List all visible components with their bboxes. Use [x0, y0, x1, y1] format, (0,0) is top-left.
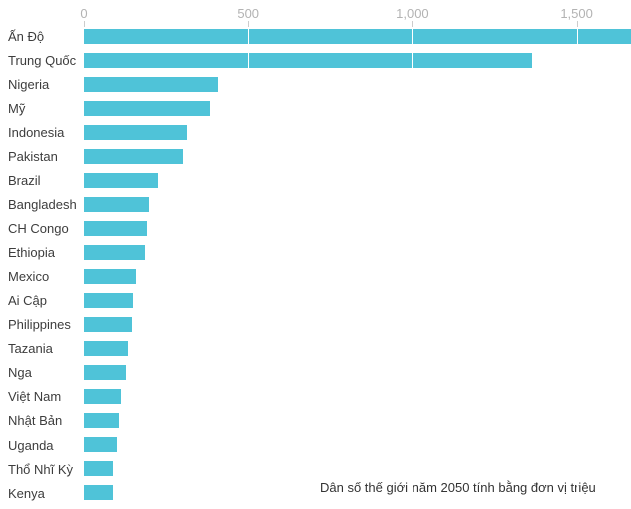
category-label: Nhật Bản — [8, 413, 63, 429]
x-axis-tick-label: 0 — [80, 6, 88, 21]
bar — [84, 340, 129, 356]
x-axis-tick — [84, 21, 85, 27]
bar — [84, 412, 120, 428]
x-axis-tick — [412, 21, 414, 27]
category-label: Ấn Độ — [8, 29, 45, 44]
category-label: Ai Cập — [8, 293, 48, 309]
x-axis-tick — [248, 21, 250, 27]
bar — [84, 220, 148, 236]
category-label: Nigeria — [8, 77, 50, 93]
bar — [84, 76, 218, 92]
bar — [84, 196, 150, 212]
category-label: Việt Nam — [8, 389, 62, 405]
category-label: Pakistan — [8, 149, 58, 165]
bar — [84, 52, 533, 68]
bar — [84, 148, 183, 164]
x-axis-tick-label: 1,000 — [396, 6, 429, 21]
bar — [84, 316, 132, 332]
x-axis-tick-label: 1,500 — [560, 6, 593, 21]
x-axis-tick — [576, 21, 578, 27]
category-label: Kenya — [8, 485, 45, 501]
gridline — [248, 28, 250, 503]
gridline — [576, 28, 578, 503]
category-label: Thổ Nhĩ Kỳ — [8, 461, 74, 477]
bar — [84, 124, 188, 140]
bar — [84, 268, 137, 284]
category-label: Mexico — [8, 269, 50, 285]
bar — [84, 172, 158, 188]
category-label: Bangladesh — [8, 197, 77, 213]
bar — [84, 100, 211, 116]
bar — [84, 364, 126, 380]
category-label: Tazania — [8, 341, 53, 357]
category-label: Indonesia — [8, 125, 65, 141]
bar — [84, 461, 114, 477]
gridline — [412, 28, 414, 503]
bar — [84, 388, 121, 404]
category-label: Brazil — [8, 173, 41, 189]
bar — [84, 485, 113, 501]
x-axis-tick-label: 500 — [237, 6, 260, 21]
category-label: Mỹ — [8, 101, 26, 117]
bar — [84, 28, 631, 44]
bar — [84, 244, 146, 260]
bar — [84, 292, 133, 308]
bar — [84, 437, 117, 452]
chart-caption: Dân số thế giới năm 2050 tính bằng đơn v… — [320, 480, 596, 495]
category-label: Trung Quốc — [8, 53, 77, 69]
category-label: Uganda — [8, 437, 54, 453]
category-label: Ethiopia — [8, 245, 55, 261]
category-label: Philippines — [8, 317, 71, 333]
category-label: CH Congo — [8, 221, 69, 237]
category-label: Nga — [8, 365, 32, 381]
